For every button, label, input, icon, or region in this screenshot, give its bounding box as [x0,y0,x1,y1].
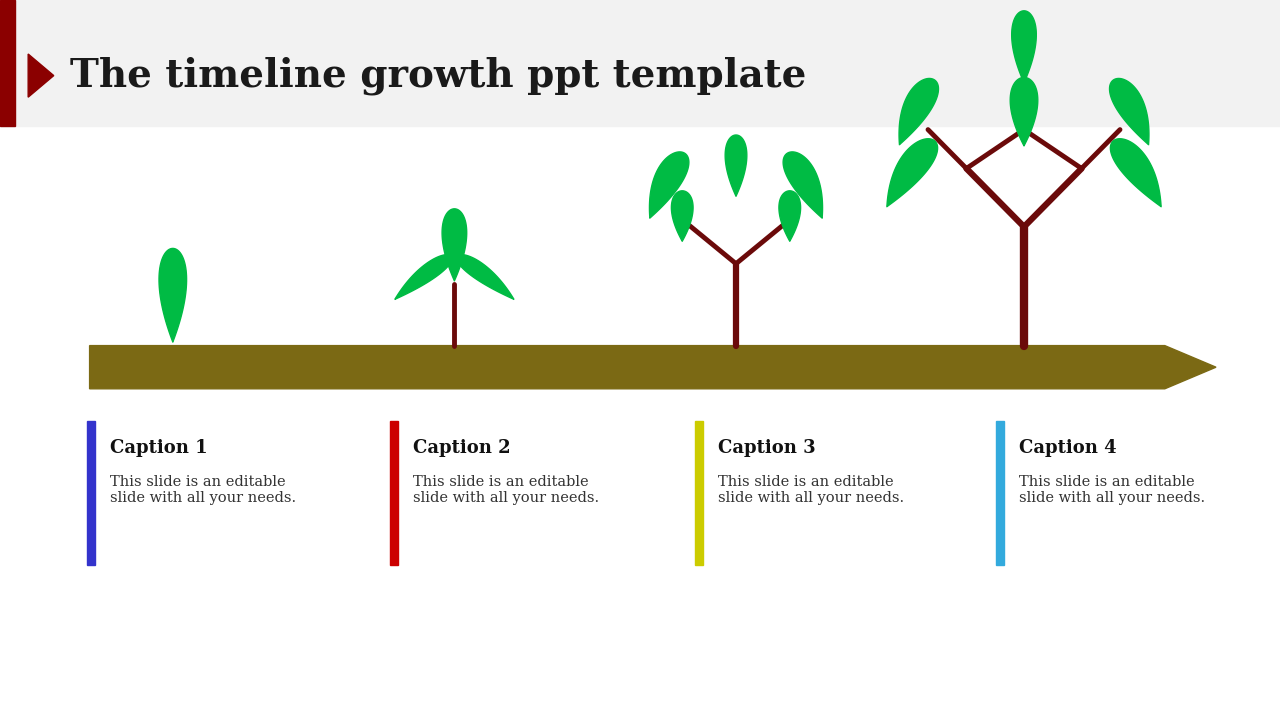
Polygon shape [394,255,452,300]
Polygon shape [780,191,800,241]
Text: This slide is an editable
slide with all your needs.: This slide is an editable slide with all… [413,475,599,505]
Bar [0,0,1280,126]
Text: The timeline growth ppt template: The timeline growth ppt template [70,56,806,95]
Text: Caption 3: Caption 3 [718,439,815,457]
Text: Caption 4: Caption 4 [1019,439,1116,457]
Polygon shape [1110,139,1161,207]
Polygon shape [1110,78,1149,145]
Bar [695,421,703,565]
Polygon shape [887,139,938,207]
Polygon shape [90,346,1216,389]
Text: This slide is an editable
slide with all your needs.: This slide is an editable slide with all… [1019,475,1204,505]
Text: Caption 2: Caption 2 [413,439,511,457]
Polygon shape [899,78,938,145]
Bar [87,421,95,565]
Text: This slide is an editable
slide with all your needs.: This slide is an editable slide with all… [110,475,296,505]
Polygon shape [726,135,746,196]
Polygon shape [442,209,467,281]
Bar [390,421,398,565]
Bar [0,0,15,126]
Polygon shape [672,191,692,241]
Text: Caption 1: Caption 1 [110,439,207,457]
Polygon shape [457,255,515,300]
Text: This slide is an editable
slide with all your needs.: This slide is an editable slide with all… [718,475,904,505]
Polygon shape [1011,11,1037,83]
Polygon shape [28,54,54,97]
Polygon shape [649,152,689,218]
Bar [996,421,1004,565]
Polygon shape [159,248,187,342]
Polygon shape [783,152,823,218]
Polygon shape [1010,77,1038,145]
